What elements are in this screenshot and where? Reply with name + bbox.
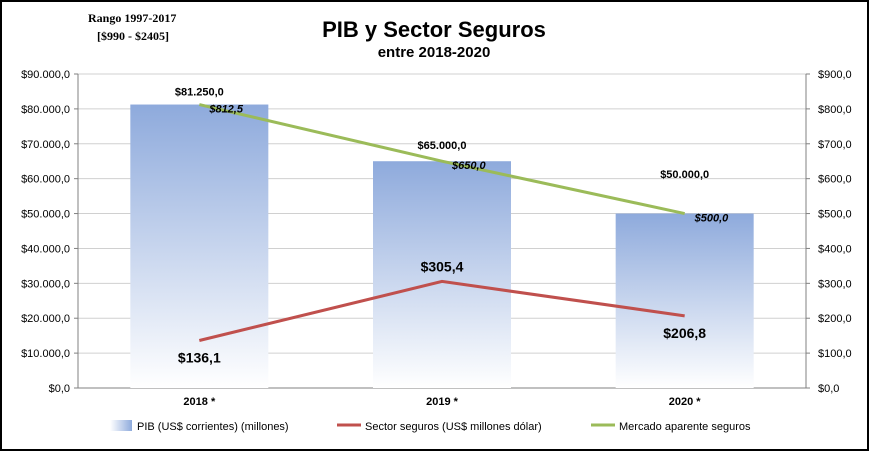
left-axis: $0,0 $10.000,0 $20.000,0 $30.000,0 $40.000,0…	[21, 69, 806, 395]
line-sector-seguros	[198, 279, 685, 342]
mercado-value-label: $812,5	[208, 104, 244, 116]
legend: PIB (US$ corrientes) (millones) Sector s…	[110, 420, 751, 433]
category-label: 2020 *	[669, 396, 702, 408]
left-tick-label: $40.000,0	[21, 243, 70, 255]
legend-label-mercado: Mercado aparente seguros	[619, 421, 751, 433]
left-tick-label: $20.000,0	[21, 313, 70, 325]
sector-value-label: $305,4	[421, 258, 464, 274]
left-tick-label: $50.000,0	[21, 209, 70, 221]
right-tick-label: $300,0	[818, 278, 852, 290]
bar-pib	[373, 161, 511, 388]
right-tick-label: $100,0	[818, 348, 852, 360]
right-tick-label: $900,0	[818, 69, 852, 81]
category-label: 2018 *	[183, 396, 216, 408]
bar-pib	[615, 213, 754, 388]
chart-subtitle: entre 2018-2020	[378, 44, 491, 61]
right-tick-label: $200,0	[818, 313, 852, 325]
sector-value-label: $206,8	[663, 325, 706, 341]
left-tick-label: $70.000,0	[21, 139, 70, 151]
right-axis: $0,0 $100,0 $200,0 $300,0 $400,0 $500,0 $600,0…	[805, 69, 852, 395]
bars	[130, 104, 754, 389]
left-tick-label: $60.000,0	[21, 174, 70, 186]
left-tick-label: $80.000,0	[21, 104, 70, 116]
bar-value-label: $81.250,0	[175, 87, 224, 99]
range-note-line-1: Rango 1997-2017	[88, 11, 176, 25]
lines	[198, 103, 685, 342]
bar-value-label: $65.000,0	[418, 140, 467, 152]
left-tick-label: $90.000,0	[21, 69, 70, 81]
line-mercado-aparente	[198, 103, 685, 216]
legend-swatch-pib	[110, 420, 132, 431]
mercado-value-label: $650,0	[451, 160, 487, 172]
legend-label-sector: Sector seguros (US$ millones dólar)	[365, 421, 542, 433]
right-tick-label: $500,0	[818, 209, 852, 221]
category-label: 2019 *	[426, 396, 459, 408]
left-tick-label: $10.000,0	[21, 348, 70, 360]
left-tick-label: $0,0	[49, 383, 70, 395]
category-labels: 2018 * 2019 * 2020 *	[183, 396, 701, 408]
right-tick-label: $700,0	[818, 139, 852, 151]
bar-value-label: $50.000,0	[660, 169, 709, 181]
right-tick-label: $800,0	[818, 104, 852, 116]
left-tick-label: $30.000,0	[21, 278, 70, 290]
right-tick-label: $400,0	[818, 243, 852, 255]
range-note-line-2: [$990 - $2405]	[97, 29, 169, 43]
chart-title: PIB y Sector Seguros	[322, 17, 546, 42]
legend-label-pib: PIB (US$ corrientes) (millones)	[137, 421, 289, 433]
data-labels: $81.250,0 $65.000,0 $50.000,0 $136,1 $305,4 $…	[175, 87, 729, 366]
right-tick-label: $600,0	[818, 174, 852, 186]
sector-value-label: $136,1	[178, 350, 221, 366]
right-tick-label: $0,0	[818, 383, 839, 395]
mercado-value-label: $500,0	[694, 213, 730, 225]
bar-pib	[130, 104, 269, 389]
